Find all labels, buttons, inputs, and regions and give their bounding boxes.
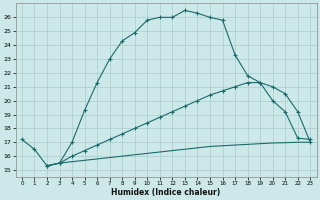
X-axis label: Humidex (Indice chaleur): Humidex (Indice chaleur)	[111, 188, 221, 197]
